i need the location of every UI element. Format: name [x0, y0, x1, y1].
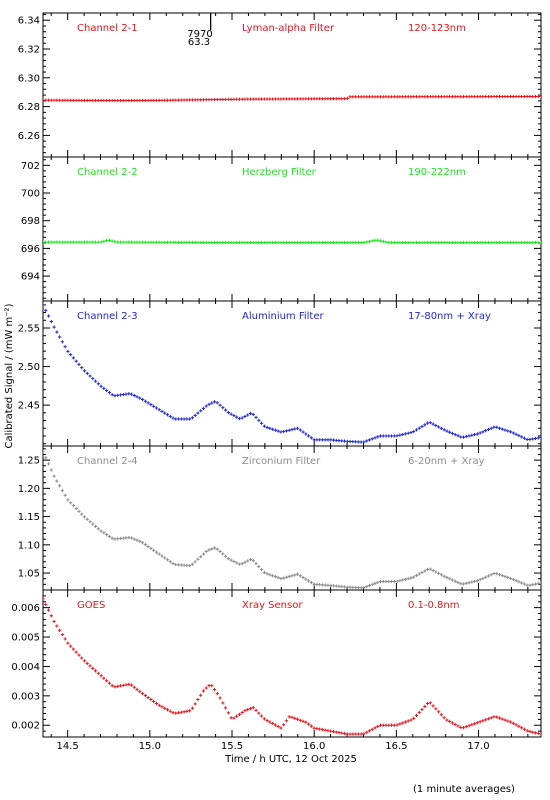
x-tick-label: 15.5: [221, 741, 243, 752]
y-tick-label: 0.005: [11, 633, 40, 644]
x-tick-label: 15.0: [139, 741, 161, 752]
series-2: [43, 238, 541, 245]
series-4: [43, 450, 541, 590]
y-tick-label: 1.25: [18, 456, 40, 467]
y-tick-label: 6.28: [18, 102, 40, 113]
panel-channel-label: Channel 2-1: [77, 23, 138, 34]
panel-band-label: 6-20nm + Xray: [408, 456, 485, 467]
panel-filter-label: Lyman-alpha Filter: [242, 23, 335, 34]
x-tick-label: 16.0: [303, 741, 325, 752]
y-tick-label: 0.003: [11, 691, 40, 702]
y-tick-label: 2.45: [18, 401, 40, 412]
y-tick-label: 700: [21, 189, 40, 200]
panel-frame: [42, 589, 542, 738]
panel-channel-label: Channel 2-4: [77, 456, 138, 467]
y-tick-label: 2.55: [18, 323, 40, 334]
averaging-footnote: (1 minute averages): [413, 784, 515, 795]
panel-channel-label: Channel 2-2: [77, 167, 138, 178]
series-1: [43, 94, 541, 103]
y-axis-label: Calibrated Signal / (mW m⁻²): [4, 303, 15, 448]
y-tick-label: 1.20: [18, 484, 40, 495]
y-tick-label: 6.30: [18, 73, 40, 84]
event-marker: 7970 63.3: [187, 13, 213, 48]
panel-filter-label: Zirconium Filter: [242, 456, 321, 467]
panel-5: 0.002 0.003 0.004 0.005 0.006 14.5 15.0 15.5 16.…: [11, 589, 542, 752]
x-tick-label: 17.0: [467, 741, 489, 752]
x-tick-label: 14.5: [57, 741, 79, 752]
x-tick-label: 16.5: [385, 741, 407, 752]
panel-frame: [42, 12, 542, 158]
y-tick-label: 6.26: [18, 131, 40, 142]
y-tick-label: 6.32: [18, 45, 40, 56]
y-tick-label: 694: [21, 272, 40, 283]
chart-panels: 6.26 6.28 6.30 6.32 6.34 Channel 2-1 Lyman-alp…: [11, 12, 542, 752]
y-tick-label: 2.50: [18, 362, 40, 373]
panel-band-label: 120-123nm: [408, 23, 466, 34]
y-tick-label: 698: [21, 216, 40, 227]
y-tick-label: 0.002: [11, 721, 40, 732]
series-5: [43, 597, 541, 736]
panel-2: 694 696 698 700 702 Channel 2-2 Herzberg Filte…: [21, 156, 542, 302]
panel-channel-label: Channel 2-3: [77, 311, 138, 322]
panel-3: 2.45 2.50 2.55 Channel 2-3 Aluminium Filter 1…: [18, 300, 542, 447]
y-tick-label: 696: [21, 244, 40, 255]
event-marker-label-top: 7970: [187, 29, 212, 40]
y-tick-label: 1.15: [18, 512, 40, 523]
panel-channel-label: GOES: [77, 600, 105, 611]
series-3: [43, 303, 541, 444]
panel-filter-label: Aluminium Filter: [242, 311, 325, 322]
panel-frame: [42, 300, 542, 447]
panel-4: 1.05 1.10 1.15 1.20 1.25 Channel 2-4 Zirconium…: [18, 445, 542, 591]
panel-filter-label: Xray Sensor: [242, 600, 303, 611]
y-tick-label: 0.006: [11, 603, 40, 614]
y-tick-label: 0.004: [11, 662, 40, 673]
panel-frame: [42, 156, 542, 302]
y-tick-label: 6.34: [18, 16, 40, 27]
y-tick-label: 1.05: [18, 569, 40, 580]
panel-band-label: 17-80nm + Xray: [408, 311, 491, 322]
panel-1: 6.26 6.28 6.30 6.32 6.34 Channel 2-1 Lyman-alp…: [18, 12, 542, 158]
panel-filter-label: Herzberg Filter: [242, 167, 317, 178]
y-tick-label: 702: [21, 161, 40, 172]
panel-band-label: 0.1-0.8nm: [408, 600, 460, 611]
panel-band-label: 190-222nm: [408, 167, 466, 178]
y-tick-label: 1.10: [18, 540, 40, 551]
panel-frame: [42, 445, 542, 591]
event-marker-label-bottom: 63.3: [188, 37, 210, 48]
x-axis-label: Time / h UTC, 12 Oct 2025: [224, 754, 357, 765]
